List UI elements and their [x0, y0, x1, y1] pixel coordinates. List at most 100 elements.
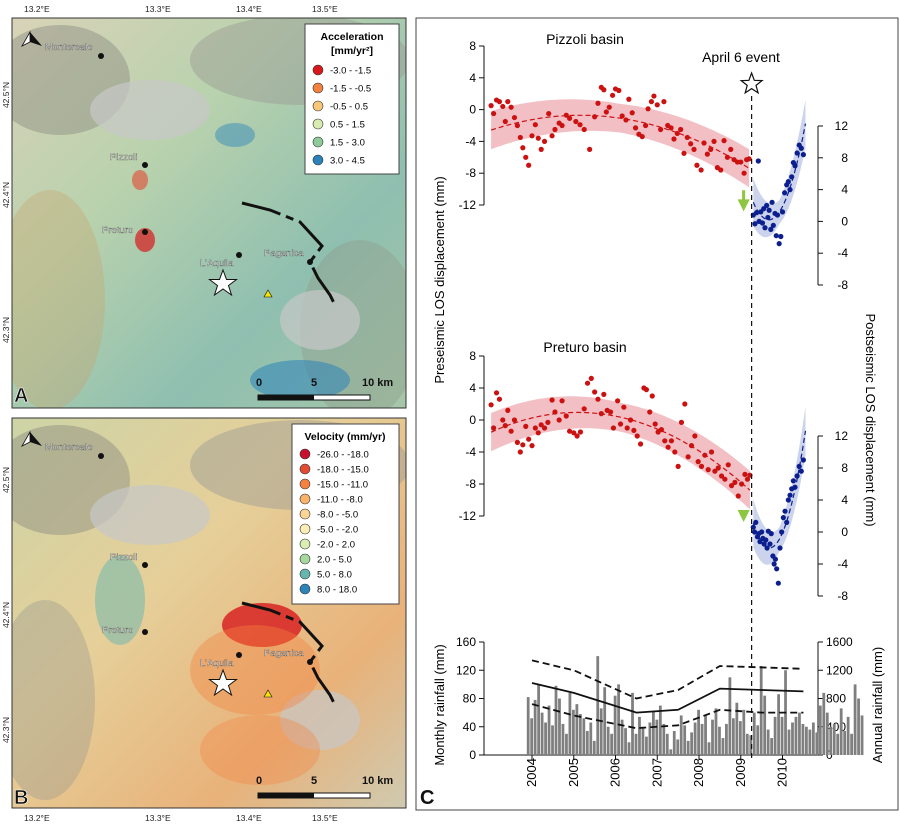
preseismic-point [639, 134, 645, 140]
preseismic-point [559, 398, 565, 404]
preseismic-point [556, 417, 562, 423]
postseismic-point [767, 541, 773, 547]
legend-item-label: 1.5 - 3.0 [330, 138, 365, 149]
map-latitude-ticks: 42.5°N 42.4°N 42.3°N 42.5°N 42.4°N 42.3°… [1, 82, 11, 743]
monthly-rainfall-bar [759, 666, 763, 755]
place-pizzoli: Pizzoli [110, 552, 148, 568]
preseismic-point [545, 419, 551, 425]
north-arrow-icon-half [20, 430, 31, 447]
y-tick-label: 0 [841, 214, 848, 228]
preseismic-point [642, 122, 649, 129]
legend-item-label: -8.0 - -5.0 [317, 510, 358, 521]
monthly-rainfall-bar [742, 709, 746, 755]
preseismic-point [595, 100, 601, 106]
preseismic-point [595, 396, 601, 402]
monthly-rainfall-bar [641, 726, 645, 755]
monthly-rainfall-bar [554, 685, 558, 755]
y-tick-label: -8 [465, 477, 476, 491]
legend-swatch [299, 583, 311, 595]
preseismic-point [581, 126, 587, 133]
preseismic-point [592, 389, 598, 395]
monthly-rainfall-bar [624, 728, 627, 755]
uplift-zone [250, 360, 350, 400]
monthly-rainfall-bar [818, 705, 822, 755]
place-paganica: Paganica [264, 648, 313, 665]
preseismic-point [566, 428, 573, 434]
scale-label: 10 km [362, 377, 393, 389]
preseismic-point [671, 136, 677, 142]
monthly-rainfall-bar [718, 726, 721, 755]
preseismic-point [632, 125, 639, 131]
monthly-rainfall-bar [731, 718, 735, 755]
preseismic-point [573, 118, 579, 125]
monthly-rainfall-bar [721, 738, 725, 755]
monthly-rainfall-bar [791, 722, 794, 755]
y-tick-label: 80 [463, 692, 477, 706]
monthly-rainfall-bar [648, 722, 652, 755]
y-tick-label: 8 [841, 151, 848, 165]
annual-rainfall-upper [531, 659, 804, 700]
lat-tick: 42.3°N [1, 317, 11, 343]
place-montereale: Montereale [45, 42, 104, 59]
monthly-rainfall-bar [725, 723, 728, 755]
preseismic-point [738, 481, 745, 487]
y-tick-label: 160 [456, 635, 476, 649]
valley-floor [280, 690, 360, 750]
postseismic-point [765, 214, 771, 221]
monthly-rainfall-bar [798, 712, 801, 755]
legend-item-label: -15.0 - -11.0 [317, 480, 368, 491]
preseismic-point [665, 444, 671, 450]
preseismic-point [645, 106, 651, 112]
postseismic-point [754, 210, 760, 216]
scale-label: 0 [256, 775, 262, 787]
preseismic-point [491, 425, 497, 431]
preseismic-point [741, 170, 747, 176]
x-tick-label: 2010 [775, 758, 790, 787]
legend-swatch [299, 478, 311, 490]
scale-bar: 0 5 10 km [256, 775, 393, 799]
postseismic-point [770, 222, 776, 228]
panel-label-c: C [420, 787, 434, 809]
preseismic-point [488, 402, 494, 408]
place-label: Preturo [102, 625, 133, 636]
preseismic-point [695, 459, 701, 465]
preseismic-point [500, 103, 506, 110]
map-longitude-ticks: 13.2°E 13.3°E 13.4°E 13.5°E 13.2°E 13.3°… [24, 4, 338, 823]
preseismic-point [577, 122, 583, 128]
preseismic-point [598, 411, 604, 417]
legend-swatch [312, 118, 324, 130]
preseismic-point [514, 122, 521, 129]
y-tick-label: 1600 [826, 635, 853, 649]
postseismic-point [800, 152, 806, 158]
preseismic-point [624, 425, 630, 431]
preseismic-point [535, 135, 541, 141]
event-annotation: April 6 event [702, 49, 780, 65]
valley-floor [90, 80, 210, 140]
preseismic-point [702, 452, 708, 458]
monthly-rainfall-bar [770, 738, 774, 755]
preseismic-point [502, 118, 508, 125]
y-tick-label: 0 [469, 748, 476, 762]
y-tick-label: -12 [459, 509, 477, 523]
map-panel-b: Montereale Pizzoli Preturo L'Aquila Paga… [11, 417, 407, 809]
preseismic-point [708, 449, 715, 455]
preseismic-point [574, 433, 580, 439]
legend-subtitle: [mm/yr²] [331, 45, 373, 57]
monthly-rainfall-bar [634, 733, 638, 755]
monthly-rainfall-bar [558, 698, 561, 755]
preseismic-point [563, 413, 569, 419]
postseismic-point [768, 226, 774, 232]
postseismic-point [782, 190, 788, 196]
monthly-rainfall-bar [610, 733, 614, 755]
postseismic-point [779, 209, 786, 215]
y-tick-label: 8 [841, 461, 848, 475]
monthly-rainfall-bar [857, 698, 860, 755]
uplift-zone [95, 555, 145, 645]
y-tick-label: 800 [826, 692, 846, 706]
coseismic-subsidence [200, 715, 320, 785]
monthly-rainfall-bar [575, 704, 579, 755]
preseismic-point [692, 433, 698, 439]
lat-tick: 42.4°N [1, 602, 11, 628]
valley-floor [280, 290, 360, 350]
